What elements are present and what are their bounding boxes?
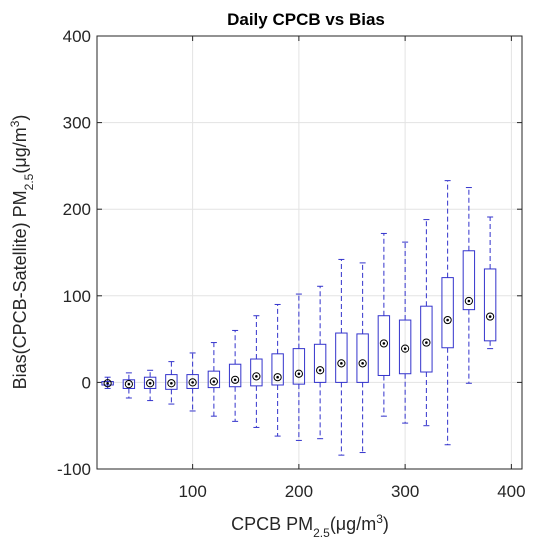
box-group: [398, 241, 412, 424]
y-axis-label: Bias(CPCB-Satellite) PM2.5(μg/m3): [8, 115, 36, 390]
median-ring: [209, 377, 218, 386]
box-group: [420, 219, 433, 427]
median-ring: [231, 375, 240, 384]
plot-frame: [96, 35, 523, 470]
y-tick-label: 100: [63, 287, 91, 306]
box-body: [313, 343, 327, 383]
box-body: [441, 277, 454, 349]
median-ring: [167, 379, 176, 388]
box-body: [398, 319, 412, 375]
median-ring: [273, 373, 282, 382]
box-body: [483, 268, 497, 342]
y-tick-label: 200: [63, 200, 91, 219]
median-ring: [358, 359, 367, 368]
median-dot: [403, 347, 407, 350]
median-ring: [103, 379, 112, 388]
box-body: [356, 333, 369, 383]
box-body: [228, 363, 242, 388]
median-dot: [488, 315, 492, 318]
median-dot: [127, 382, 131, 386]
box-body: [335, 332, 348, 383]
box-group: [462, 187, 476, 384]
box-body: [207, 370, 221, 389]
y-tick-label: 400: [63, 27, 91, 46]
box-body: [420, 305, 433, 373]
x-tick-label: 400: [497, 482, 525, 501]
median-ring: [146, 379, 155, 388]
median-ring: [486, 312, 495, 321]
y-tick-label: 300: [63, 114, 91, 133]
median-dot: [425, 341, 428, 344]
box-group: [292, 293, 306, 441]
box-series: [101, 180, 497, 456]
box-group: [228, 329, 242, 422]
box-body: [377, 315, 391, 376]
box-group: [101, 376, 114, 389]
box-group: [207, 342, 221, 417]
median-dot: [446, 318, 449, 322]
median-ring: [294, 369, 303, 378]
box-body: [271, 353, 284, 386]
median-dot: [170, 381, 173, 385]
box-group: [186, 352, 199, 412]
box-group: [335, 258, 348, 456]
box-group: [313, 285, 327, 440]
median-dot: [255, 375, 258, 378]
box-group: [271, 303, 284, 437]
box-body: [122, 379, 136, 389]
median-dot: [212, 380, 216, 383]
y-tick-label: 0: [82, 373, 91, 392]
box-group: [356, 262, 369, 454]
median-ring: [401, 344, 410, 353]
median-dot: [297, 372, 301, 376]
box-group: [250, 315, 263, 428]
median-dot: [276, 375, 279, 379]
median-ring: [379, 339, 388, 348]
x-axis-label: CPCB PM2.5(μg/m3): [231, 512, 389, 540]
median-ring: [188, 378, 197, 387]
box-group: [122, 372, 136, 399]
box-body: [101, 381, 114, 386]
axis-ticks: 100 200 300 400 -100 0 100 200 300 400: [57, 27, 526, 501]
median-dot: [467, 299, 471, 303]
box-group: [483, 216, 497, 350]
median-dot: [318, 368, 322, 372]
x-tick-label: 200: [285, 482, 313, 501]
box-group: [143, 369, 157, 402]
median-ring: [252, 372, 261, 381]
x-tick-label: 300: [391, 482, 419, 501]
box-body: [250, 358, 263, 387]
median-dot: [233, 378, 237, 382]
median-dot: [106, 381, 109, 385]
box-body: [186, 374, 199, 389]
median-dot: [191, 381, 194, 384]
median-dot: [340, 362, 343, 365]
median-ring: [422, 338, 431, 347]
box-group: [377, 232, 391, 417]
median-ring: [464, 296, 473, 306]
median-ring: [124, 380, 133, 389]
median-ring: [316, 366, 325, 375]
box-body: [143, 376, 157, 389]
box-body: [292, 348, 306, 385]
median-dot: [361, 362, 364, 365]
chart-title: Daily CPCB vs Bias: [227, 10, 385, 29]
median-dot: [382, 342, 386, 345]
median-ring: [337, 359, 346, 368]
box-body: [462, 250, 476, 311]
box-body: [165, 374, 178, 390]
y-tick-label: -100: [57, 460, 91, 479]
box-group: [165, 361, 178, 405]
median-ring: [443, 315, 452, 325]
x-tick-label: 100: [178, 482, 206, 501]
median-dot: [148, 381, 152, 385]
box-group: [441, 180, 454, 446]
